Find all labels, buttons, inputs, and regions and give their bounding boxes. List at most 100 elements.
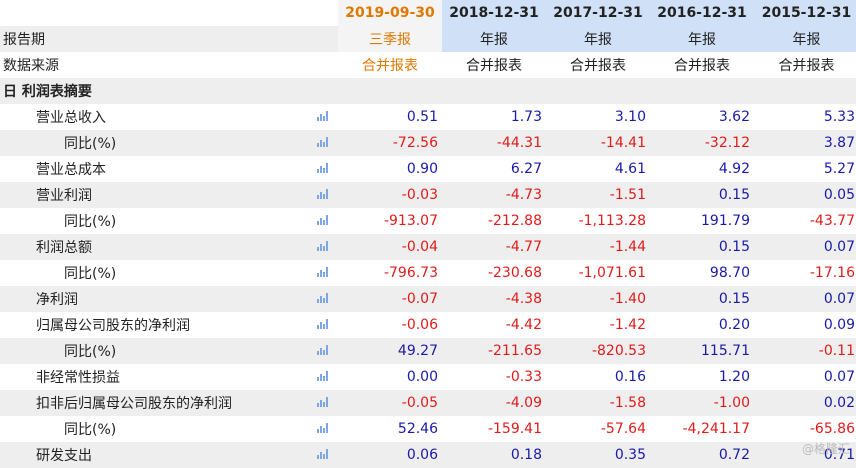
- value-cell: 5.27: [754, 156, 856, 182]
- data-source-1: 合并报表: [442, 52, 546, 78]
- report-type-0: 三季报: [338, 26, 442, 52]
- bar-chart-icon[interactable]: [317, 345, 328, 355]
- row-label: 归属母公司股东的净利润: [0, 312, 311, 338]
- report-type-2: 年报: [546, 26, 650, 52]
- row-chart-cell[interactable]: [311, 364, 338, 390]
- bar-chart-icon[interactable]: [317, 371, 328, 381]
- table-row: 同比(%)52.46-159.41-57.64-4,241.17-65.86: [0, 416, 856, 442]
- period-header-row: 2019-09-30 2018-12-31 2017-12-31 2016-12…: [0, 0, 856, 26]
- value-cell: -0.07: [338, 286, 442, 312]
- value-cell: 0.07: [754, 286, 856, 312]
- value-cell: 6.27: [442, 156, 546, 182]
- data-source-4: 合并报表: [754, 52, 856, 78]
- section-empty-2: [546, 78, 650, 104]
- bar-chart-icon[interactable]: [317, 137, 328, 147]
- value-cell: 0.05: [754, 182, 856, 208]
- value-cell: -4.42: [442, 312, 546, 338]
- value-cell: 1.73: [442, 104, 546, 130]
- row-label: 研发支出: [0, 442, 311, 468]
- row-label: 同比(%): [0, 130, 311, 156]
- row-chart-cell[interactable]: [311, 286, 338, 312]
- value-cell: -4.09: [442, 390, 546, 416]
- section-spacer: [311, 78, 338, 104]
- row-chart-cell[interactable]: [311, 130, 338, 156]
- value-cell: -1.00: [650, 390, 754, 416]
- value-cell: 0.00: [338, 364, 442, 390]
- value-cell: -0.04: [338, 234, 442, 260]
- value-cell: 0.07: [754, 234, 856, 260]
- period-header-0[interactable]: 2019-09-30: [338, 0, 442, 26]
- bar-chart-icon[interactable]: [317, 449, 328, 459]
- period-header-1[interactable]: 2018-12-31: [442, 0, 546, 26]
- bar-chart-icon[interactable]: [317, 267, 328, 277]
- value-cell: 0.35: [546, 442, 650, 468]
- bar-chart-icon[interactable]: [317, 293, 328, 303]
- watermark: @格隆汇: [802, 440, 850, 457]
- value-cell: 0.20: [650, 312, 754, 338]
- value-cell: 0.51: [338, 104, 442, 130]
- bar-chart-icon[interactable]: [317, 163, 328, 173]
- section-empty-4: [754, 78, 856, 104]
- row-chart-cell[interactable]: [311, 442, 338, 468]
- period-header-4[interactable]: 2015-12-31: [754, 0, 856, 26]
- bar-chart-icon[interactable]: [317, 215, 328, 225]
- bar-chart-icon[interactable]: [317, 241, 328, 251]
- bar-chart-icon[interactable]: [317, 111, 328, 121]
- section-row[interactable]: 日 利润表摘要: [0, 78, 856, 104]
- data-source-row: 数据来源 合并报表 合并报表 合并报表 合并报表 合并报表: [0, 52, 856, 78]
- data-source-0: 合并报表: [338, 52, 442, 78]
- row-label: 同比(%): [0, 338, 311, 364]
- value-cell: -211.65: [442, 338, 546, 364]
- value-cell: -1,113.28: [546, 208, 650, 234]
- bar-chart-icon[interactable]: [317, 423, 328, 433]
- value-cell: 3.87: [754, 130, 856, 156]
- row-chart-cell[interactable]: [311, 208, 338, 234]
- value-cell: -1.58: [546, 390, 650, 416]
- value-cell: 3.10: [546, 104, 650, 130]
- period-header-3[interactable]: 2016-12-31: [650, 0, 754, 26]
- collapse-icon[interactable]: 日: [3, 84, 17, 100]
- value-cell: -820.53: [546, 338, 650, 364]
- row-chart-cell[interactable]: [311, 416, 338, 442]
- row-label: 非经常性损益: [0, 364, 311, 390]
- row-chart-cell[interactable]: [311, 104, 338, 130]
- report-type-3: 年报: [650, 26, 754, 52]
- value-cell: 0.07: [754, 364, 856, 390]
- row-chart-cell[interactable]: [311, 182, 338, 208]
- row-chart-cell[interactable]: [311, 338, 338, 364]
- bar-chart-icon[interactable]: [317, 189, 328, 199]
- value-cell: -4.38: [442, 286, 546, 312]
- value-cell: -0.03: [338, 182, 442, 208]
- row-label: 同比(%): [0, 260, 311, 286]
- section-title-cell[interactable]: 日 利润表摘要: [0, 78, 311, 104]
- value-cell: -0.11: [754, 338, 856, 364]
- report-type-label: 报告期: [0, 26, 311, 52]
- row-chart-cell[interactable]: [311, 234, 338, 260]
- value-cell: 49.27: [338, 338, 442, 364]
- section-empty-0: [338, 78, 442, 104]
- value-cell: 0.02: [754, 390, 856, 416]
- row-chart-cell[interactable]: [311, 312, 338, 338]
- bar-chart-icon[interactable]: [317, 319, 328, 329]
- value-cell: 52.46: [338, 416, 442, 442]
- report-type-1: 年报: [442, 26, 546, 52]
- value-cell: -65.86: [754, 416, 856, 442]
- value-cell: -796.73: [338, 260, 442, 286]
- row-chart-cell[interactable]: [311, 260, 338, 286]
- value-cell: -4.73: [442, 182, 546, 208]
- row-chart-cell[interactable]: [311, 156, 338, 182]
- value-cell: -1.42: [546, 312, 650, 338]
- row-chart-cell[interactable]: [311, 390, 338, 416]
- row-label: 营业总成本: [0, 156, 311, 182]
- value-cell: -44.31: [442, 130, 546, 156]
- data-source-2: 合并报表: [546, 52, 650, 78]
- period-header-2[interactable]: 2017-12-31: [546, 0, 650, 26]
- bar-chart-icon[interactable]: [317, 397, 328, 407]
